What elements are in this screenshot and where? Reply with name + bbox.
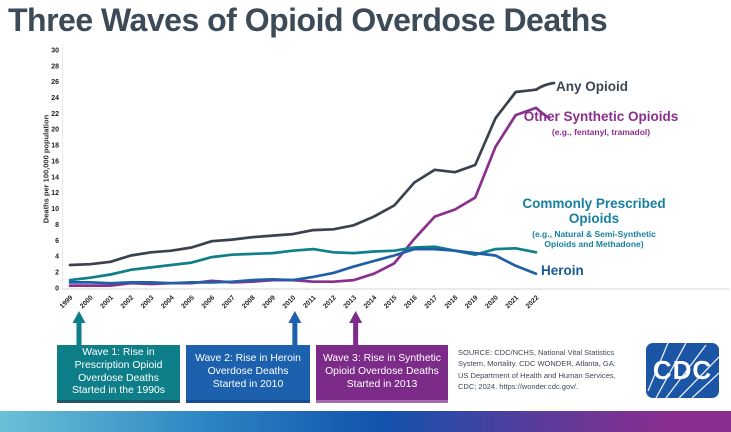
legend-heroin: Heroin	[541, 263, 584, 278]
x-tick-label: 2002	[120, 294, 136, 310]
y-tick-label: 16	[51, 158, 59, 165]
y-tick-label: 30	[51, 47, 59, 54]
y-tick-label: 2	[55, 270, 59, 277]
y-tick-label: 14	[51, 174, 59, 181]
wave-3-arrow-stem	[353, 322, 359, 346]
source-line: US Department of Health and Human Servic…	[458, 370, 616, 380]
wave-2-arrow-head	[288, 311, 302, 323]
x-tick-label: 2003	[140, 294, 156, 310]
x-tick-label: 2015	[383, 294, 399, 310]
x-tick-label: 2020	[484, 294, 500, 310]
cdc-logo: CDC	[646, 343, 719, 398]
series-line-any-opioid	[68, 88, 538, 267]
legend-commonly-prescribed-opioids: Commonly Prescribed Opioids (e.g., Natur…	[505, 196, 683, 249]
x-tick-label: 2018	[444, 294, 460, 310]
y-tick-label: 24	[51, 95, 59, 102]
x-tick-label: 2009	[261, 294, 277, 310]
y-tick-label: 10	[51, 206, 59, 213]
x-tick-label: 2004	[160, 294, 176, 310]
x-tick-label: 2011	[302, 294, 318, 310]
cdc-logo-text: CDC	[652, 355, 713, 385]
wave-3-arrow-head	[349, 311, 363, 323]
wave-1-callout: Wave 1: Rise in Prescription Opioid Over…	[57, 345, 180, 403]
bottom-gradient-bar	[0, 411, 731, 432]
x-tick-label: 2007	[221, 294, 237, 310]
y-tick-label: 6	[55, 238, 59, 245]
source-line: CDC; 2024. https://wonder.cdc.gov/.	[458, 381, 579, 391]
x-tick-label: 1999	[59, 294, 75, 310]
y-tick-label: 18	[51, 143, 59, 150]
wave-2-arrow-stem	[292, 322, 298, 346]
x-tick-label: 2010	[282, 294, 298, 310]
legend-other-synthetic-sublabel: (e.g., fentanyl, tramadol)	[551, 127, 651, 137]
x-tick-label: 2022	[525, 294, 541, 310]
y-tick-label: 22	[51, 111, 59, 118]
y-tick-label: 26	[51, 79, 59, 86]
legend-commonly-prescribed-sublabel: (e.g., Natural & Semi-Synthetic Opioids …	[532, 229, 656, 249]
y-tick-label: 20	[51, 127, 59, 134]
leader-other-synthetic	[534, 106, 551, 120]
cdc-logo-rays-icon	[647, 343, 719, 398]
x-tick-label: 2014	[363, 294, 379, 310]
legend-other-synthetic-opioids: Other Synthetic Opioids (e.g., fentanyl,…	[512, 109, 690, 137]
series-line-heroin	[68, 247, 538, 285]
y-tick-label: 4	[55, 254, 59, 261]
y-tick-label: 8	[55, 222, 59, 229]
x-tick-label: 2005	[180, 294, 196, 310]
x-tick-label: 2008	[241, 294, 257, 310]
page-title: Three Waves of Opioid Overdose Deaths	[8, 2, 608, 38]
wave-1-arrow-stem	[76, 322, 82, 346]
y-tick-label: 0	[55, 285, 59, 292]
wave-3-callout: Wave 3: Rise in Synthetic Opioid Overdos…	[316, 345, 448, 403]
legend-other-synthetic-label: Other Synthetic Opioids	[523, 109, 679, 124]
wave-1-arrow-head	[72, 311, 86, 323]
source-citation: SOURCE: CDC/NCHS, National Vital Statist…	[458, 347, 644, 392]
series-line-other-synthetic-opioids	[68, 106, 538, 287]
wave-2-callout: Wave 2: Rise in Heroin Overdose Deaths S…	[186, 345, 310, 403]
legend-any-opioid: Any Opioid	[556, 79, 628, 94]
x-tick-label: 2017	[423, 294, 439, 310]
source-line: SOURCE: CDC/NCHS, National Vital Statist…	[458, 348, 615, 357]
x-tick-label: 2019	[464, 294, 480, 310]
legend-commonly-prescribed-label: Commonly Prescribed Opioids	[522, 196, 666, 226]
x-tick-label: 2016	[403, 294, 419, 310]
x-tick-label: 2001	[99, 294, 115, 310]
source-line: System, Mortality. CDC WONDER, Atlanta, …	[458, 359, 616, 369]
x-tick-label: 2013	[342, 294, 358, 310]
x-tick-label: 2006	[201, 294, 217, 310]
y-tick-label: 12	[51, 190, 59, 197]
leader-any-opioid	[534, 81, 556, 92]
y-tick-label: 28	[51, 63, 59, 70]
x-tick-label: 2012	[322, 294, 338, 310]
x-tick-label: 2000	[79, 294, 95, 310]
x-tick-label: 2021	[505, 294, 521, 310]
